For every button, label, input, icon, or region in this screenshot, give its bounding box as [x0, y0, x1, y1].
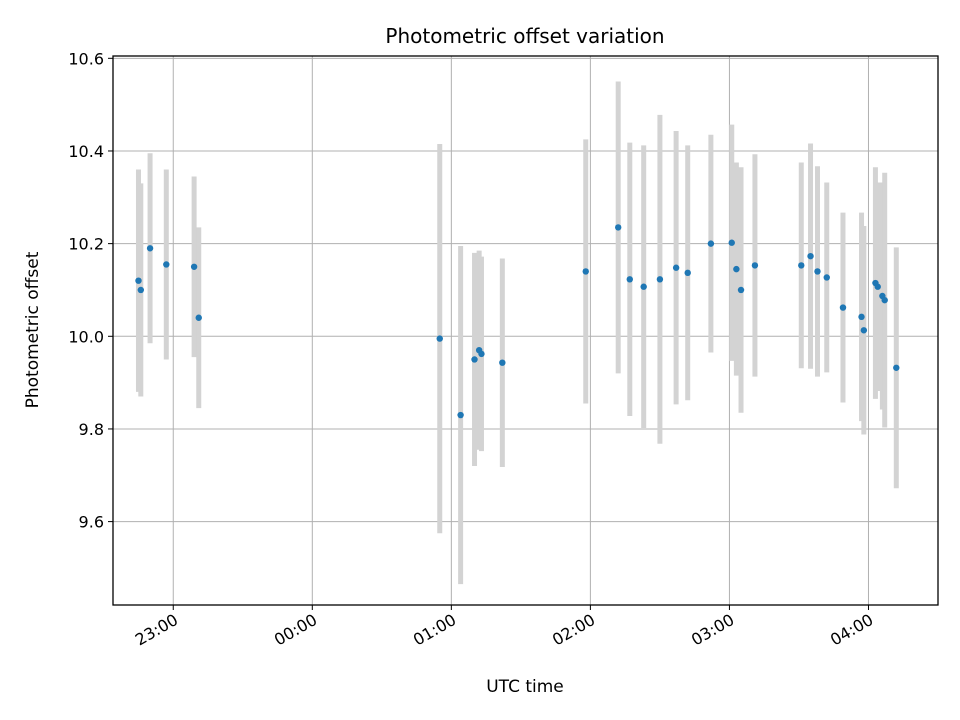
chart-title: Photometric offset variation — [385, 24, 664, 48]
data-point — [195, 314, 202, 321]
data-point — [163, 261, 170, 268]
data-point — [733, 265, 740, 273]
data-point — [874, 283, 881, 290]
data-point — [137, 286, 145, 294]
data-point — [614, 224, 622, 231]
data-point — [684, 269, 691, 277]
data-point — [146, 245, 154, 252]
data-point — [436, 335, 443, 342]
data-point — [737, 286, 745, 294]
data-point — [798, 262, 805, 269]
data-point — [839, 304, 847, 311]
data-point — [881, 296, 888, 304]
data-point — [728, 239, 735, 246]
data-point — [135, 277, 142, 284]
data-point — [626, 276, 633, 283]
data-point — [478, 350, 485, 358]
y-tick-label: 10.0 — [68, 327, 104, 346]
data-point — [190, 263, 198, 270]
data-point — [672, 264, 680, 271]
y-tick-label: 9.8 — [79, 420, 104, 439]
data-point — [858, 313, 865, 321]
data-point — [471, 356, 478, 363]
data-point — [707, 240, 715, 247]
plot-frame — [112, 55, 939, 606]
y-tick-label: 9.6 — [79, 513, 104, 532]
data-point — [751, 262, 759, 269]
data-point — [582, 268, 589, 275]
y-axis-ticks: 9.6 9.8 10.0 10.2 10.4 10.6 — [68, 49, 113, 532]
data-point — [807, 252, 814, 260]
y-tick-label: 10.2 — [68, 235, 104, 254]
data-point — [656, 276, 664, 283]
data-point — [640, 283, 647, 290]
data-points — [135, 224, 900, 419]
data-point — [457, 411, 464, 419]
y-axis-label: Photometric offset — [23, 251, 43, 408]
y-tick-label: 10.4 — [68, 142, 104, 161]
data-point — [823, 274, 830, 281]
x-axis-label: UTC time — [486, 677, 564, 697]
data-point — [860, 327, 868, 334]
data-point — [499, 359, 506, 366]
y-tick-label: 10.6 — [68, 49, 104, 68]
data-point — [814, 268, 821, 275]
data-point — [893, 364, 900, 371]
